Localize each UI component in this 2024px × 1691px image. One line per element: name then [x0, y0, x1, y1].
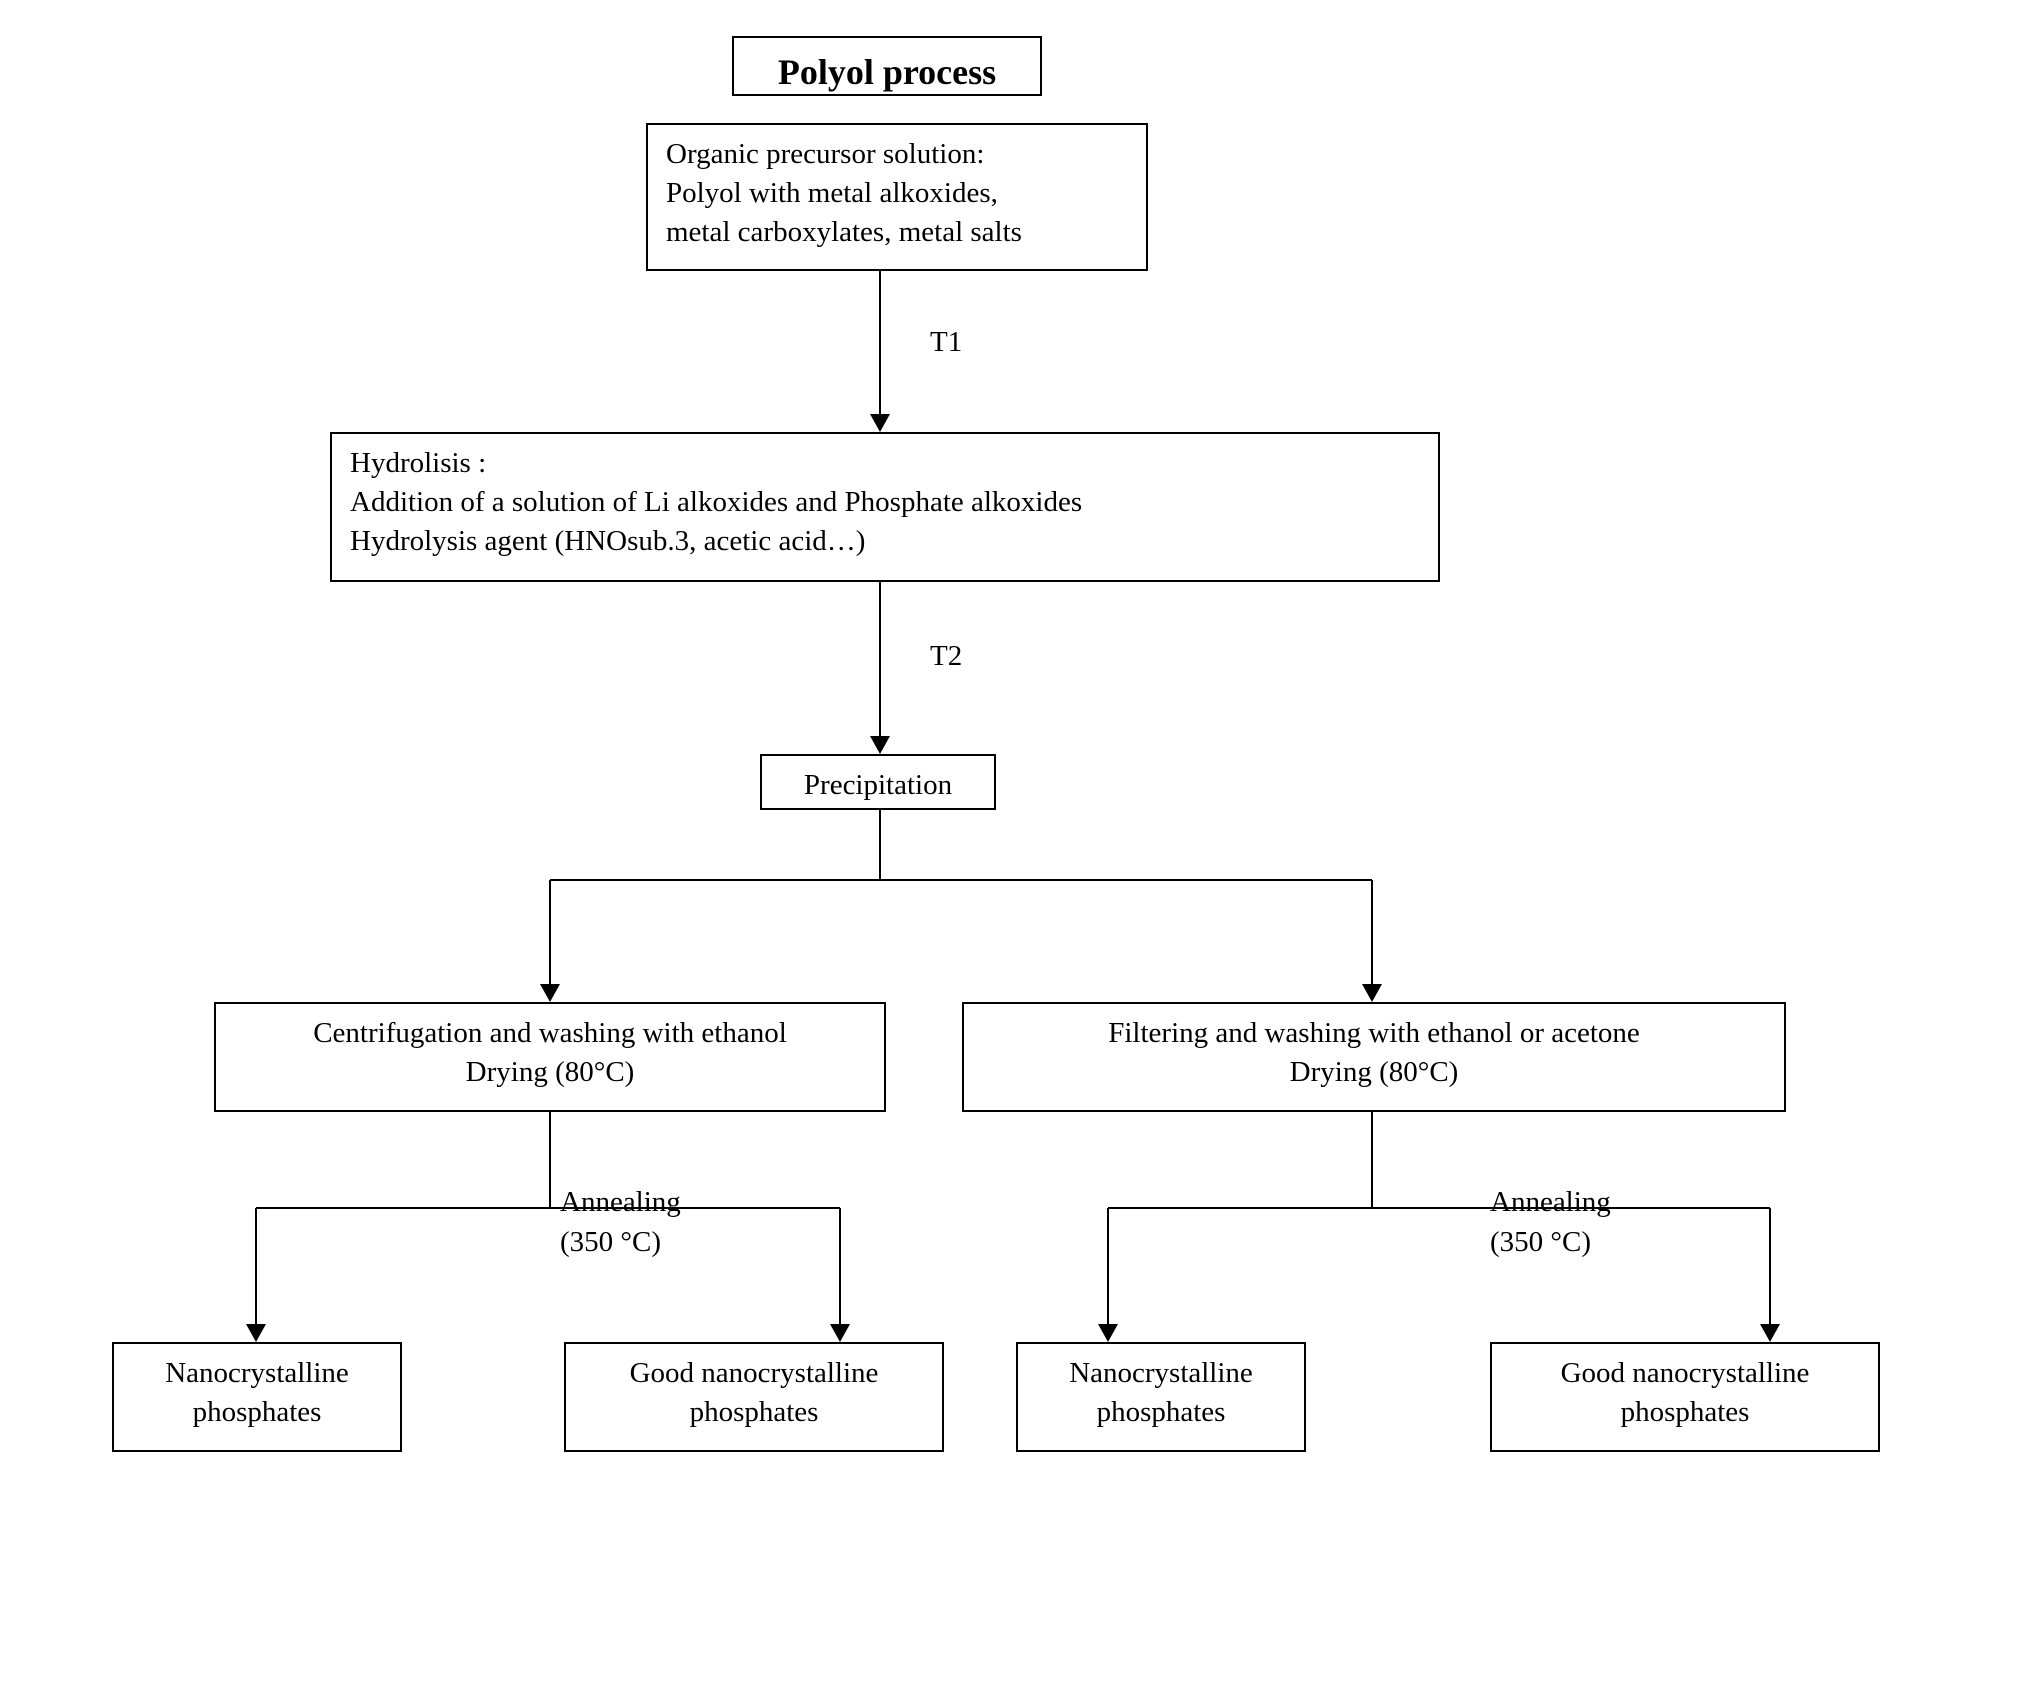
edge-label-t2: T2	[930, 640, 962, 673]
result-c-line1: Nanocrystalline	[1036, 1354, 1286, 1393]
node-result-a: Nanocrystalline phosphates	[112, 1342, 402, 1452]
filtering-line1: Filtering and washing with ethanol or ac…	[982, 1014, 1766, 1053]
result-a-line2: phosphates	[132, 1393, 382, 1432]
result-c-line2: phosphates	[1036, 1393, 1286, 1432]
result-b-line1: Good nanocrystalline	[584, 1354, 924, 1393]
node-result-c: Nanocrystalline phosphates	[1016, 1342, 1306, 1452]
node-result-d: Good nanocrystalline phosphates	[1490, 1342, 1880, 1452]
hydrolisis-line1: Hydrolisis :	[350, 444, 1420, 483]
edge-label-annealing-right-2: (350 °C)	[1490, 1226, 1591, 1259]
result-a-line1: Nanocrystalline	[132, 1354, 382, 1393]
node-precipitation: Precipitation	[760, 754, 996, 810]
precipitation-text: Precipitation	[804, 769, 952, 801]
edge-label-annealing-left-2: (350 °C)	[560, 1226, 661, 1259]
hydrolisis-line2: Addition of a solution of Li alkoxides a…	[350, 483, 1420, 522]
result-d-line2: phosphates	[1510, 1393, 1860, 1432]
centrifugation-line1: Centrifugation and washing with ethanol	[234, 1014, 866, 1053]
node-precursor: Organic precursor solution: Polyol with …	[646, 123, 1148, 271]
node-filtering: Filtering and washing with ethanol or ac…	[962, 1002, 1786, 1112]
precursor-line2: Polyol with metal alkoxides,	[666, 174, 1128, 213]
precursor-line1: Organic precursor solution:	[666, 135, 1128, 174]
title-text: Polyol process	[778, 52, 996, 92]
centrifugation-line2: Drying (80°C)	[234, 1053, 866, 1092]
node-centrifugation: Centrifugation and washing with ethanol …	[214, 1002, 886, 1112]
flow-title: Polyol process	[732, 36, 1042, 96]
result-d-line1: Good nanocrystalline	[1510, 1354, 1860, 1393]
edge-label-annealing-right-1: Annealing	[1490, 1186, 1611, 1219]
node-hydrolisis: Hydrolisis : Addition of a solution of L…	[330, 432, 1440, 582]
edge-label-t1: T1	[930, 326, 962, 359]
hydrolisis-line3: Hydrolysis agent (HNOsub.3, acetic acid……	[350, 522, 1420, 561]
edge-label-annealing-left-1: Annealing	[560, 1186, 681, 1219]
precursor-line3: metal carboxylates, metal salts	[666, 213, 1128, 252]
result-b-line2: phosphates	[584, 1393, 924, 1432]
filtering-line2: Drying (80°C)	[982, 1053, 1766, 1092]
node-result-b: Good nanocrystalline phosphates	[564, 1342, 944, 1452]
